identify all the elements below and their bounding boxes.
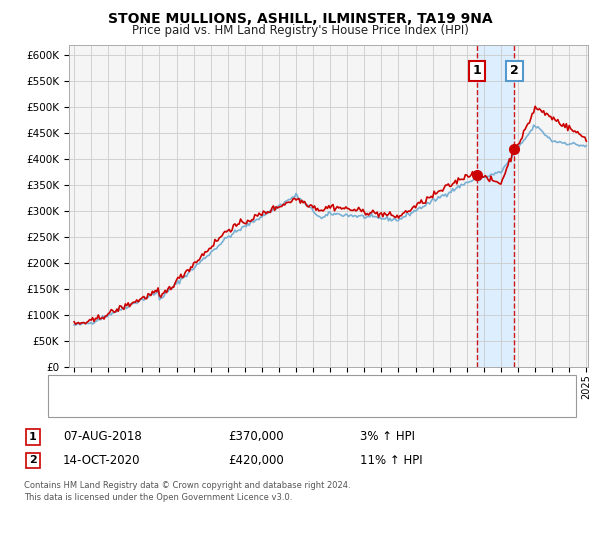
- Text: 3% ↑ HPI: 3% ↑ HPI: [360, 430, 415, 444]
- Text: STONE MULLIONS, ASHILL, ILMINSTER, TA19 9NA (detached house): STONE MULLIONS, ASHILL, ILMINSTER, TA19 …: [108, 382, 457, 392]
- Text: Price paid vs. HM Land Registry's House Price Index (HPI): Price paid vs. HM Land Registry's House …: [131, 24, 469, 36]
- Bar: [477, 45, 514, 367]
- Text: 14-OCT-2020: 14-OCT-2020: [63, 454, 140, 467]
- Text: 2: 2: [29, 455, 37, 465]
- Text: £420,000: £420,000: [228, 454, 284, 467]
- Text: Contains HM Land Registry data © Crown copyright and database right 2024.: Contains HM Land Registry data © Crown c…: [24, 481, 350, 491]
- Text: HPI: Average price, detached house, Somerset: HPI: Average price, detached house, Some…: [108, 402, 351, 412]
- Text: 07-AUG-2018: 07-AUG-2018: [63, 430, 142, 444]
- Text: £370,000: £370,000: [228, 430, 284, 444]
- Text: 11% ↑ HPI: 11% ↑ HPI: [360, 454, 422, 467]
- Text: ─────: ─────: [60, 380, 97, 394]
- Text: 2: 2: [510, 64, 519, 77]
- Text: 1: 1: [29, 432, 37, 442]
- Text: 1: 1: [473, 64, 481, 77]
- Text: STONE MULLIONS, ASHILL, ILMINSTER, TA19 9NA: STONE MULLIONS, ASHILL, ILMINSTER, TA19 …: [107, 12, 493, 26]
- Text: ─────: ─────: [60, 400, 97, 413]
- Text: This data is licensed under the Open Government Licence v3.0.: This data is licensed under the Open Gov…: [24, 493, 292, 502]
